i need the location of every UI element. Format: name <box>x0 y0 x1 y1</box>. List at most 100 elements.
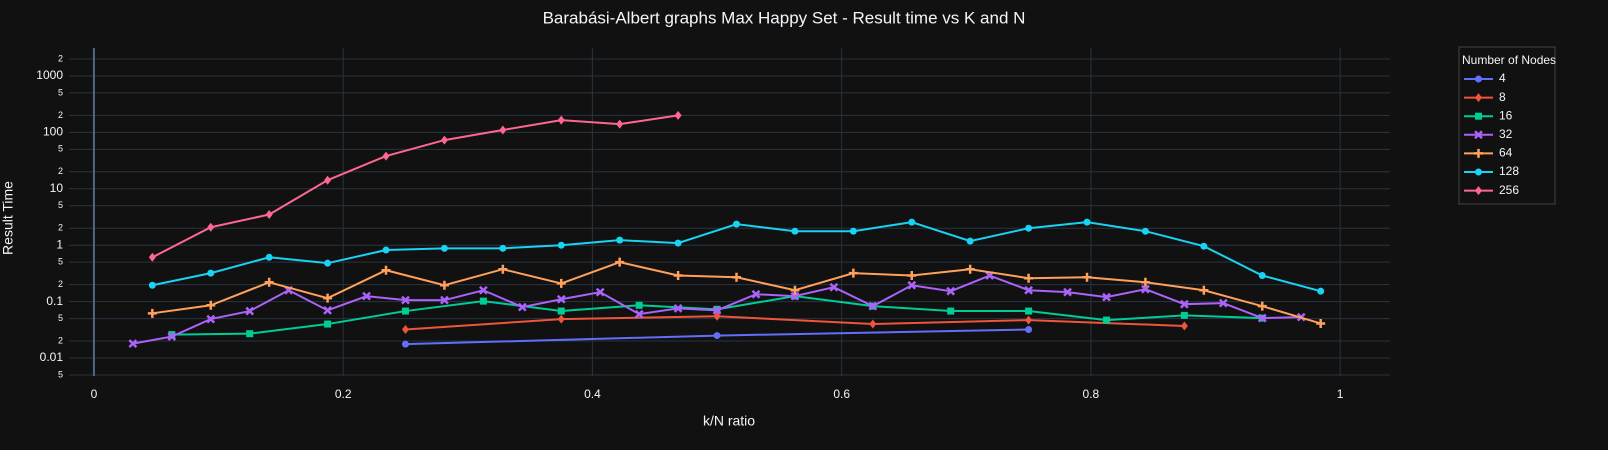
point <box>440 295 449 305</box>
point <box>148 252 156 262</box>
point <box>557 241 565 249</box>
point <box>1258 272 1266 280</box>
point <box>557 307 565 315</box>
point <box>791 227 799 235</box>
x-tick-label: 1 <box>1337 387 1344 401</box>
y-tick-label: 1 <box>56 237 63 251</box>
y-tick-label: 5 <box>58 144 63 154</box>
point <box>673 271 683 281</box>
x-tick-label: 0.2 <box>335 387 352 401</box>
point <box>207 269 215 277</box>
legend-label: 8 <box>1499 90 1506 104</box>
y-tick-label: 2 <box>58 53 63 63</box>
point <box>207 222 215 232</box>
series-line <box>405 315 1185 331</box>
legend-label: 4 <box>1499 71 1506 85</box>
point <box>1025 315 1033 325</box>
y-tick-label: 100 <box>43 125 63 139</box>
point <box>869 319 877 329</box>
y-tick-label: 5 <box>58 257 63 267</box>
y-axis-title: Result Time <box>0 181 16 255</box>
point <box>908 218 916 226</box>
legend-label: 256 <box>1499 183 1519 197</box>
y-tick-label: 10 <box>50 181 64 195</box>
point <box>848 268 858 278</box>
point <box>635 301 643 309</box>
point <box>1180 311 1188 319</box>
point <box>265 210 273 220</box>
point <box>907 271 917 281</box>
point <box>324 320 332 328</box>
point <box>1141 284 1150 294</box>
point <box>1082 272 1092 282</box>
point <box>868 301 878 311</box>
x-tick-label: 0.8 <box>1083 387 1100 401</box>
point <box>147 308 157 318</box>
point <box>1257 301 1267 311</box>
point <box>556 278 566 288</box>
point <box>1025 326 1033 334</box>
point <box>1140 277 1150 287</box>
point <box>849 227 857 235</box>
point <box>1199 285 1209 295</box>
point <box>324 259 332 267</box>
point <box>323 293 333 303</box>
series-line <box>151 114 679 259</box>
point <box>751 289 761 299</box>
x-tick-label: 0.4 <box>584 387 601 401</box>
point <box>829 282 839 292</box>
point <box>1200 242 1208 250</box>
point <box>499 125 507 135</box>
point <box>595 287 605 297</box>
x-axis-title: k/N ratio <box>703 413 755 429</box>
point <box>616 236 624 244</box>
x-tick-label: 0.6 <box>833 387 850 401</box>
point <box>265 253 273 261</box>
point <box>713 332 721 340</box>
point <box>732 272 742 282</box>
point <box>790 291 800 301</box>
point <box>479 297 487 305</box>
point <box>712 305 722 315</box>
point <box>907 280 917 290</box>
legend-box <box>1458 46 1556 205</box>
point <box>1102 292 1111 302</box>
point <box>148 281 156 289</box>
point <box>1025 307 1033 315</box>
point <box>206 314 216 324</box>
y-tick-label: 5 <box>58 200 63 210</box>
point <box>324 175 332 185</box>
point <box>440 135 448 145</box>
point <box>674 110 682 120</box>
point <box>401 295 410 305</box>
point <box>1102 316 1110 324</box>
point <box>362 291 371 301</box>
point <box>557 314 565 324</box>
legend-marker <box>1474 148 1483 158</box>
point <box>1024 285 1033 295</box>
point <box>264 277 274 287</box>
y-tick-label: 5 <box>58 369 63 379</box>
point <box>1063 287 1072 297</box>
legend-label: 32 <box>1499 127 1513 141</box>
point <box>673 303 683 313</box>
point <box>168 331 176 339</box>
point <box>556 294 566 304</box>
y-tick-label: 2 <box>58 223 63 233</box>
point <box>615 257 625 267</box>
point <box>1141 227 1149 235</box>
point <box>946 286 956 296</box>
point <box>1180 321 1188 331</box>
point <box>1316 318 1326 328</box>
x-tick-label: 0 <box>91 387 98 401</box>
point <box>499 244 507 252</box>
point <box>1218 298 1228 308</box>
point <box>947 307 955 315</box>
y-tick-label: 5 <box>58 87 63 97</box>
legend-label: 128 <box>1499 164 1519 178</box>
legend-marker <box>1475 75 1482 83</box>
point <box>674 239 682 247</box>
point <box>401 307 409 315</box>
